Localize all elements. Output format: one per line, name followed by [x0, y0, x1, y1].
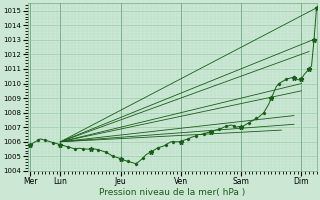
X-axis label: Pression niveau de la mer( hPa ): Pression niveau de la mer( hPa ): [99, 188, 245, 197]
